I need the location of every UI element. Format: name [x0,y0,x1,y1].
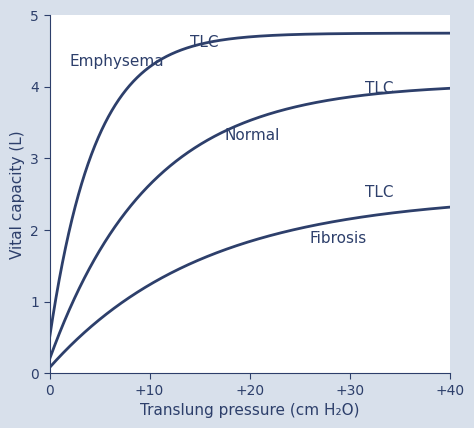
X-axis label: Translung pressure (cm H₂O): Translung pressure (cm H₂O) [140,403,359,418]
Text: Fibrosis: Fibrosis [310,231,367,246]
Text: TLC: TLC [365,81,393,96]
Y-axis label: Vital capacity (L): Vital capacity (L) [10,130,25,259]
Text: TLC: TLC [190,35,218,50]
Text: TLC: TLC [365,185,393,200]
Text: Normal: Normal [225,128,280,143]
Text: Emphysema: Emphysema [70,54,164,69]
